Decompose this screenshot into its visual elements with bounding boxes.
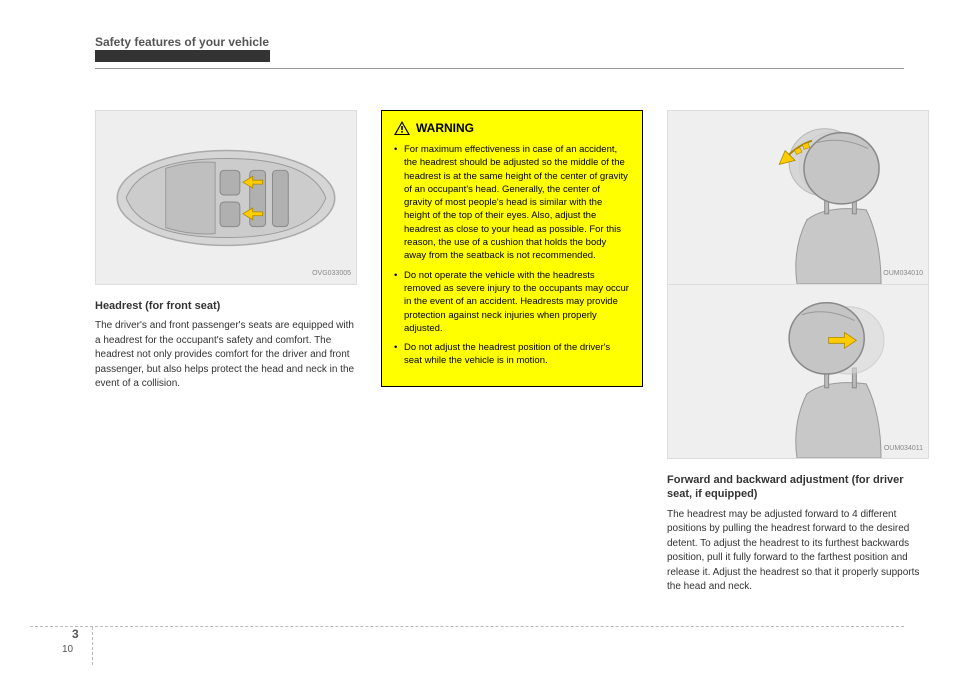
car-top-svg bbox=[96, 111, 356, 284]
footer-dashed-line bbox=[30, 626, 904, 627]
column-1: OVG033005 Headrest (for front seat) The … bbox=[95, 110, 357, 595]
figure-code-1: OVG033005 bbox=[312, 270, 351, 277]
header-accent-bar bbox=[95, 50, 270, 62]
warning-list: For maximum effectiveness in case of an … bbox=[394, 143, 630, 368]
figure-code-3b: OUM034011 bbox=[884, 445, 923, 452]
section-title-headrest-front: Headrest (for front seat) bbox=[95, 299, 357, 313]
warning-label: WARNING bbox=[416, 121, 474, 135]
figure-car-top-view bbox=[95, 110, 357, 285]
warning-item: Do not adjust the headrest position of t… bbox=[394, 341, 630, 368]
chapter-number: 3 bbox=[72, 627, 79, 641]
warning-box: WARNING For maximum effectiveness in cas… bbox=[381, 110, 643, 387]
warning-item: Do not operate the vehicle with the head… bbox=[394, 269, 630, 335]
figure-code-3a: OUM034010 bbox=[883, 270, 923, 277]
page-number: 10 bbox=[62, 644, 73, 655]
column-3: OUM034010 OUM03401 bbox=[667, 110, 929, 595]
manual-page: Safety features of your vehicle bbox=[0, 0, 954, 685]
headrest-forward-svg bbox=[668, 111, 928, 284]
section-title-forward-backward: Forward and backward adjustment (for dri… bbox=[667, 473, 929, 502]
figure-headrest-forward bbox=[667, 110, 929, 285]
figure-headrest-release bbox=[667, 284, 929, 459]
warning-triangle-icon bbox=[394, 121, 410, 135]
headrest-release-svg bbox=[668, 285, 928, 458]
warning-item: For maximum effectiveness in case of an … bbox=[394, 143, 630, 263]
header-rule bbox=[95, 68, 904, 69]
footer-dashed-vline bbox=[92, 627, 93, 665]
body-text-col1: The driver's and front passenger's seats… bbox=[95, 319, 357, 392]
warning-header: WARNING bbox=[394, 121, 630, 135]
column-2: WARNING For maximum effectiveness in cas… bbox=[381, 110, 643, 595]
body-text-col3: The headrest may be adjusted forward to … bbox=[667, 508, 929, 595]
content-columns: OVG033005 Headrest (for front seat) The … bbox=[95, 110, 904, 595]
page-header-title: Safety features of your vehicle bbox=[95, 35, 269, 49]
